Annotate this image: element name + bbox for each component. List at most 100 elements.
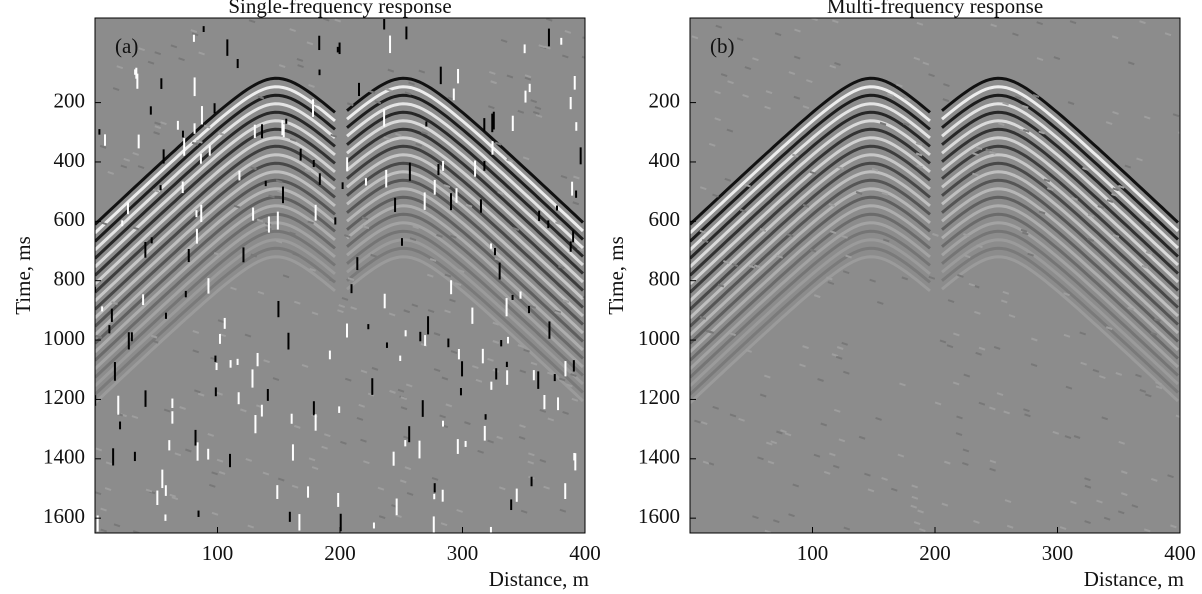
texture xyxy=(362,225,370,230)
texture xyxy=(289,137,297,142)
texture xyxy=(358,403,366,408)
texture xyxy=(492,321,500,326)
texture xyxy=(218,471,226,475)
texture xyxy=(946,344,954,349)
texture xyxy=(765,90,773,95)
texture xyxy=(404,91,412,96)
wavefront xyxy=(95,85,336,234)
texture xyxy=(1046,187,1054,191)
texture xyxy=(919,528,926,533)
texture xyxy=(899,382,906,387)
texture xyxy=(151,339,159,344)
wavefront xyxy=(690,195,931,345)
wavefront xyxy=(941,212,1180,360)
wavefront xyxy=(941,93,1180,241)
texture xyxy=(1096,499,1103,504)
texture xyxy=(529,304,536,309)
texture xyxy=(346,102,354,107)
texture xyxy=(95,447,103,452)
texture xyxy=(248,19,256,24)
y-tick-label: 600 xyxy=(54,207,86,231)
texture xyxy=(1143,528,1151,533)
panel: 200 400 600 800 1000 1200 1400 1600 100 200 300 400… xyxy=(604,0,1196,591)
texture xyxy=(813,453,821,458)
x-tick-label: 400 xyxy=(1164,541,1196,565)
texture xyxy=(304,168,312,173)
texture xyxy=(871,167,879,172)
texture xyxy=(1073,435,1081,439)
texture xyxy=(277,477,285,482)
texture xyxy=(972,172,979,177)
texture xyxy=(558,377,566,382)
texture xyxy=(712,405,720,410)
texture xyxy=(498,486,506,491)
texture xyxy=(809,248,817,253)
texture xyxy=(707,330,715,334)
y-tick-label: 400 xyxy=(649,148,681,172)
y-tick-label: 1200 xyxy=(638,385,680,409)
texture xyxy=(440,522,448,527)
texture xyxy=(360,438,367,443)
texture xyxy=(1038,210,1046,215)
texture xyxy=(799,363,806,368)
texture xyxy=(444,273,452,278)
texture xyxy=(555,221,562,226)
texture xyxy=(742,94,749,98)
texture xyxy=(953,332,960,337)
wavefront xyxy=(941,204,1180,352)
texture xyxy=(296,57,304,62)
texture xyxy=(1103,516,1111,521)
wavefront xyxy=(346,195,585,343)
texture xyxy=(547,371,554,376)
texture xyxy=(137,165,145,170)
texture xyxy=(245,457,253,462)
texture xyxy=(792,483,800,488)
wavefront xyxy=(941,238,1180,386)
texture xyxy=(356,416,364,421)
wavefront xyxy=(346,93,585,241)
texture xyxy=(340,440,347,445)
texture xyxy=(528,452,535,457)
texture xyxy=(272,377,280,381)
wavefront xyxy=(346,246,585,394)
texture xyxy=(313,102,321,107)
texture xyxy=(406,491,414,496)
texture xyxy=(882,238,890,243)
texture xyxy=(757,456,764,461)
texture xyxy=(240,408,247,413)
x-tick-label: 100 xyxy=(202,541,234,565)
texture xyxy=(913,56,921,61)
texture xyxy=(397,388,405,393)
wavefront xyxy=(690,170,931,319)
texture xyxy=(701,239,709,244)
texture xyxy=(1084,477,1091,482)
texture xyxy=(530,99,538,104)
y-axis-label: Time, ms xyxy=(11,236,35,315)
texture xyxy=(174,452,182,457)
texture xyxy=(389,389,396,394)
texture xyxy=(323,433,331,438)
texture xyxy=(306,41,314,46)
texture xyxy=(1082,167,1089,171)
texture xyxy=(347,277,355,281)
texture xyxy=(322,18,330,22)
texture xyxy=(475,378,483,383)
texture xyxy=(113,523,121,528)
texture xyxy=(573,175,580,180)
texture xyxy=(169,493,177,498)
texture xyxy=(955,432,963,437)
texture xyxy=(116,65,124,70)
texture xyxy=(1141,264,1149,269)
y-tick-label: 1400 xyxy=(43,445,85,469)
texture xyxy=(445,403,453,408)
texture xyxy=(1027,252,1034,257)
texture xyxy=(1036,57,1044,61)
y-tick-label: 1400 xyxy=(638,445,680,469)
texture xyxy=(150,334,158,339)
wavefront xyxy=(690,110,931,260)
texture xyxy=(731,263,739,268)
texture xyxy=(350,306,357,311)
wavefront xyxy=(95,238,336,387)
wavefront xyxy=(941,127,1180,275)
texture xyxy=(963,254,971,259)
